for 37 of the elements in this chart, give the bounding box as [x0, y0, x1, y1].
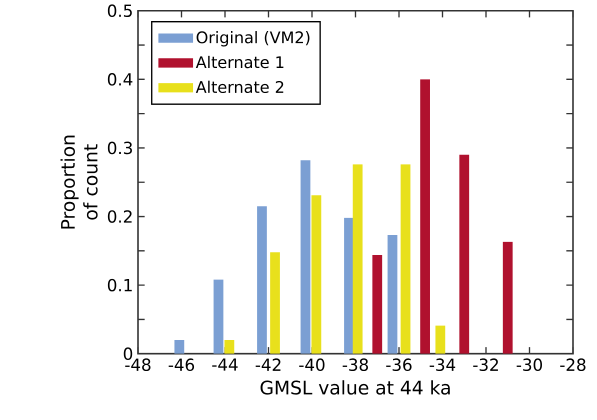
bar: [300, 160, 310, 354]
bar: [257, 206, 267, 354]
bar: [502, 242, 513, 354]
x-tick-label: -44: [212, 358, 238, 371]
bar: [224, 340, 234, 354]
x-tick-label: -40: [299, 358, 324, 372]
y-tick-label: 0.5: [108, 4, 132, 18]
x-tick-label: -48: [125, 358, 150, 372]
x-tick-label: -36: [386, 358, 412, 372]
y-tick-label: 0.2: [108, 210, 132, 223]
x-tick-label: -42: [256, 358, 280, 371]
bar: [388, 235, 398, 354]
y-tick-label: 0.4: [108, 73, 132, 86]
x-tick-label: -32: [473, 358, 498, 372]
y-tick-label: 0: [124, 348, 132, 360]
x-tick-label: -30: [516, 358, 542, 372]
y-tick-label: 0.1: [108, 278, 132, 292]
bar: [420, 79, 430, 354]
y-tick-label: 0.3: [108, 142, 132, 154]
bar: [372, 255, 382, 354]
legend-label: Alternate 2: [196, 80, 284, 94]
x-tick-label: -34: [430, 358, 456, 372]
x-tick-label: -38: [342, 358, 368, 372]
legend-label: Original (VM2): [196, 31, 310, 47]
bar: [400, 164, 410, 354]
bar: [352, 164, 363, 354]
bar: [214, 280, 224, 354]
bar: [435, 326, 446, 354]
legend-label: Alternate 1: [196, 56, 284, 68]
bar: [270, 252, 280, 354]
y-axis-title: Proportion of count: [60, 136, 98, 229]
x-tick-label: -46: [168, 358, 194, 372]
bar: [459, 154, 470, 354]
bar: [311, 195, 322, 354]
bar: [174, 340, 184, 354]
x-axis-title: GMSL value at 44 ka: [260, 380, 450, 395]
x-tick-label: -28: [560, 358, 586, 372]
